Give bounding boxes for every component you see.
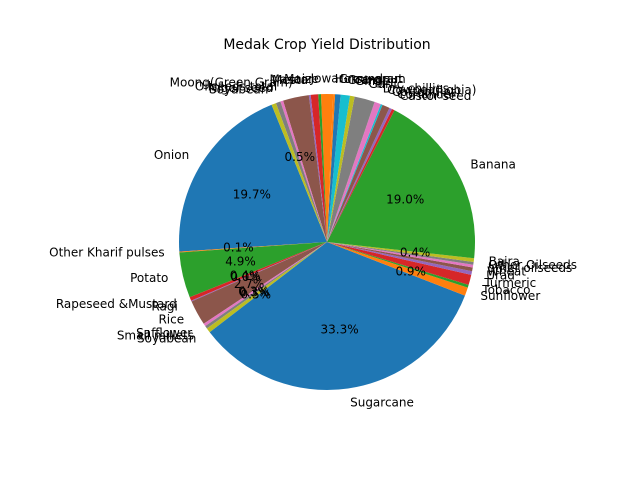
pie-slice-soyabean-36 — [271, 103, 327, 242]
slice-percent-potato-2: 4.9% — [225, 255, 256, 269]
pie-slice-safflower-6 — [203, 242, 327, 327]
slice-label-cotton-lint-21: Cotton(lint) — [392, 85, 460, 99]
slice-percent-oilseeds-total-34: 0.5% — [285, 150, 316, 164]
slice-label-rapeseed-mustard-3: Rapeseed &Mustard — [56, 297, 177, 311]
slice-label-dry-chillies-23: Dry chillies — [383, 82, 449, 96]
pie-slice-soyabean-8 — [206, 242, 327, 333]
slice-label-banana-18: Banana — [470, 157, 516, 171]
pie-slice-ginger-25 — [327, 95, 355, 242]
pie-labels: Onion Other Kharif pulses Potato Rapeseed &… — [49, 72, 577, 410]
slice-percent-bajra-17: 0.4% — [400, 245, 431, 259]
pie-slice-other-oilseeds-15 — [327, 242, 474, 268]
slice-label-soyabean-8: Soyabean — [137, 332, 196, 346]
pie-slice-groundnut-27 — [327, 94, 341, 242]
pie-slice-onion-0 — [179, 104, 327, 252]
slice-label-other-oilseeds-15: other oilseeds — [488, 261, 573, 275]
slice-label-urad-13: Urad — [486, 269, 515, 283]
pie-slice-bajra-17 — [327, 242, 475, 262]
pie-slice-masoor-31 — [310, 94, 327, 243]
pie-slice-other-oilseeds-16 — [327, 242, 474, 265]
slice-label-jowar-29: Jowar — [310, 72, 344, 86]
slice-label-sunflower-10: Sunflower — [480, 289, 540, 303]
slice-percent-small-millets-7: 0.3% — [239, 286, 270, 300]
slice-label-tobacco-11: Tobacco — [481, 283, 530, 297]
slice-label-ginger-25: Ginger — [355, 74, 395, 88]
slice-label-small-millets-7: Small millets — [117, 328, 194, 342]
slice-label-turmeric-12: Turmeric — [483, 276, 536, 290]
pie-slice-banana-18 — [327, 110, 476, 259]
pie-slice-tobacco-11 — [327, 242, 469, 288]
pie-slice-castor-seed-19 — [327, 109, 395, 242]
chart-title: Medak Crop Yield Distribution — [223, 37, 430, 53]
slice-label-rice-5: Rice — [158, 313, 184, 327]
slice-label-other-kharif-pulses-1: Other Kharif pulses — [49, 246, 164, 260]
slice-percent-sunflower-10: 0.9% — [395, 264, 426, 278]
pie-slice-horse-gram-28 — [327, 94, 336, 242]
slice-label-moong-green-gram-33: Moong(Green Gram) — [170, 75, 293, 89]
pie-slice-jowar-29 — [320, 93, 334, 242]
pie-slice-garlic-24 — [327, 96, 375, 242]
slice-percent-rapeseed-mustard-3: 0.4% — [230, 269, 261, 283]
pie-slice-other-kharif-pulses-1 — [179, 242, 327, 253]
slice-label-wheat-14: Wheat — [487, 265, 526, 279]
pie-slice-maize-30 — [318, 94, 327, 243]
slice-percent-safflower-6: 0.3% — [238, 284, 269, 298]
slice-percent-sugarcane-9: 33.3% — [321, 322, 359, 336]
slice-label-bajra-17: Bajra — [489, 254, 520, 268]
pie-percent-labels: 19.7%0.1%4.9%0.4%0.0%2.7%0.3%0.3%0.5%33.… — [223, 150, 430, 336]
slice-label-castor-seed-19: Castor seed — [400, 89, 471, 103]
slice-label-gram-26: Gram — [347, 73, 380, 87]
pie-slice-small-millets-7 — [205, 242, 327, 329]
pie-slice-dry-chillies-23 — [327, 101, 381, 243]
pie-slice-urad-13 — [327, 242, 473, 275]
pie-slice-gram-26 — [327, 94, 350, 242]
pie-slice-mesta-32 — [308, 94, 327, 242]
slice-label-onion-0: Onion — [154, 148, 189, 162]
slice-label-garlic-24: Garlic — [369, 77, 404, 91]
pie-slice-ragi-4 — [191, 242, 327, 302]
pie-slices — [179, 93, 476, 390]
pie-slice-cowpea-lobia-22 — [327, 104, 383, 242]
slice-label-ragi-4: Ragi — [151, 300, 177, 314]
slice-label-mesta-32: Mesta — [272, 73, 308, 87]
pie-slice-sugarcane-9 — [209, 242, 465, 390]
slice-label-sugarcane-9: Sugarcane — [350, 396, 414, 410]
slice-label-cowpea-lobia-22: Cowpea(Lobia) — [387, 83, 476, 97]
slice-label-horse-gram-28: Horse-gram — [335, 72, 406, 86]
slice-label-groundnut-27: Groundnut — [339, 72, 403, 86]
pie-slice-potato-2 — [179, 242, 327, 298]
pie-slice-rice-5 — [191, 242, 327, 324]
pie-slice-coriander-20 — [327, 107, 392, 242]
slice-percent-ragi-4: 0.0% — [230, 270, 261, 284]
slice-label-potato-2: Potato — [130, 271, 168, 285]
pie-slice-rapeseed-mustard-3 — [189, 242, 327, 301]
pie-slice-moong-green-gram-33 — [283, 95, 327, 242]
slice-percent-soyabean-8: 0.5% — [241, 288, 272, 302]
slice-label-safflower-6: Safflower — [136, 326, 192, 340]
slice-percent-other-kharif-pulses-1: 0.1% — [223, 241, 254, 255]
pie-slice-wheat-14 — [327, 242, 473, 272]
slice-percent-onion-0: 19.7% — [233, 187, 271, 201]
slice-label-other-oilseeds-16: Other Oilseeds — [488, 258, 577, 272]
slice-percent-banana-18: 19.0% — [386, 192, 424, 206]
slice-label-niger-seed-35: Niger seed — [209, 81, 274, 95]
pie-slice-sunflower-10 — [327, 242, 468, 296]
pie-slice-turmeric-12 — [327, 242, 472, 285]
slice-label-oilseeds-total-34: Oilseeds total — [195, 80, 277, 94]
slice-percent-rice-5: 2.7% — [234, 277, 265, 291]
pie-slice-oilseeds-total-34 — [280, 100, 327, 242]
slice-label-masoor-31: Masoor — [270, 72, 314, 86]
slice-label-coriander-20: Coriander — [397, 88, 456, 102]
pie-slice-niger-seed-35 — [275, 101, 327, 242]
slice-label-maize-30: Maize — [284, 72, 319, 86]
pie-slice-cotton-lint-21 — [327, 104, 390, 242]
slice-label-soyabean-36: Soyabean — [209, 83, 268, 97]
